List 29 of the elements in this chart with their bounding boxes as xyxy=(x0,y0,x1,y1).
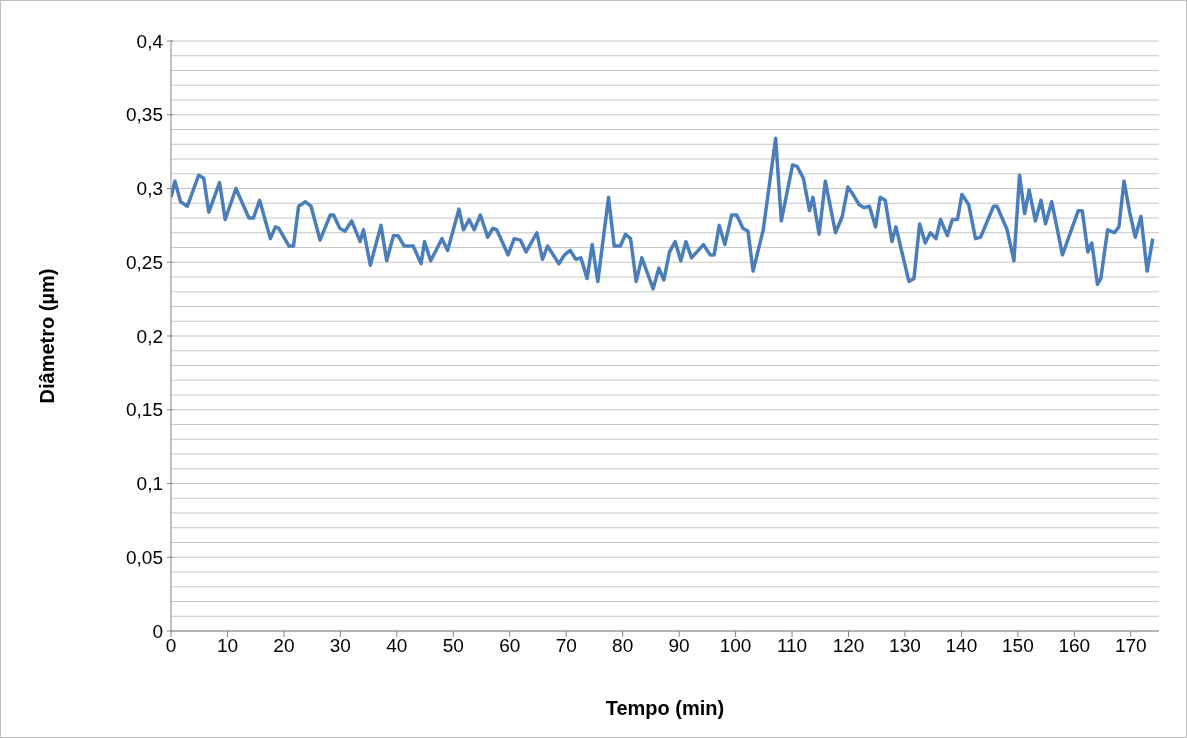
x-tick-label: 120 xyxy=(832,635,865,657)
x-tick-label: 80 xyxy=(612,635,634,657)
x-tick-label: 40 xyxy=(386,635,408,657)
x-tick-label: 100 xyxy=(719,635,752,657)
x-tick-label: 90 xyxy=(668,635,690,657)
x-tick-label: 110 xyxy=(776,635,808,657)
y-tick-label: 0,35 xyxy=(126,104,163,126)
y-tick-label: 0,1 xyxy=(136,473,163,495)
x-tick-label: 30 xyxy=(329,635,351,657)
y-tick-label: 0,05 xyxy=(126,546,163,568)
x-tick-label: 150 xyxy=(1002,635,1034,657)
x-tick-label: 20 xyxy=(273,635,295,657)
x-tick-label: 60 xyxy=(499,635,521,657)
y-tick-label: 0,15 xyxy=(126,399,163,421)
x-tick-label: 50 xyxy=(442,635,464,657)
y-tick-label: 0 xyxy=(152,620,163,642)
x-tick-label: 160 xyxy=(1058,635,1091,657)
x-tick-label: 170 xyxy=(1114,635,1147,657)
line-series xyxy=(171,136,1155,291)
y-tick-label: 0,4 xyxy=(136,30,164,52)
x-tick-label: 70 xyxy=(555,635,577,657)
y-axis-title: Diâmetro (µm) xyxy=(36,268,59,404)
x-tick-label: 10 xyxy=(216,635,239,657)
x-tick-label: 140 xyxy=(945,635,978,657)
x-axis-title: Tempo (min) xyxy=(605,697,725,719)
y-tick-label: 0,3 xyxy=(136,178,163,200)
y-tick-label: 0,2 xyxy=(136,325,163,347)
x-tick-label: 130 xyxy=(889,635,921,657)
y-tick-label: 0,25 xyxy=(126,251,163,273)
